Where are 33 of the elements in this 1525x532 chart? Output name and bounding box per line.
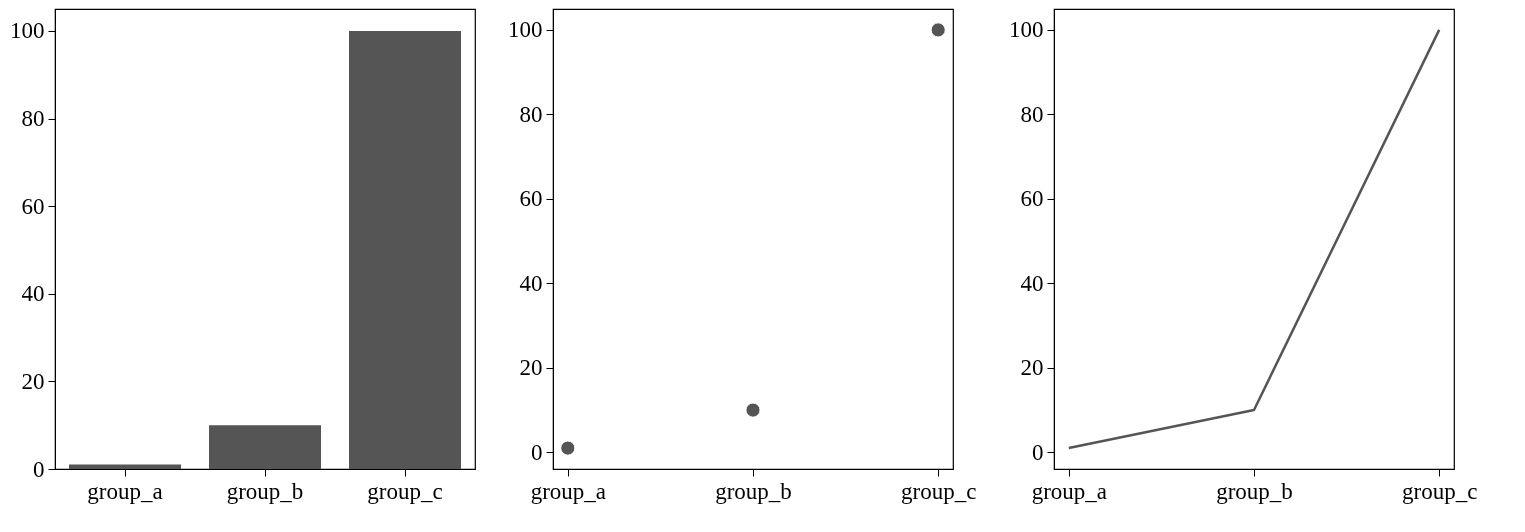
point	[745, 402, 761, 418]
y-tick-label: 20	[519, 355, 543, 381]
y-tick-label: 100	[10, 18, 45, 44]
y-tick-label: 0	[33, 456, 45, 482]
point	[930, 22, 946, 38]
x-tick-label: group_b	[715, 478, 792, 504]
y-tick-label: 80	[519, 101, 543, 127]
y-tick-label: 80	[1020, 101, 1044, 127]
y-tick-label: 60	[21, 193, 45, 219]
x-tick-label: group_a	[530, 478, 606, 504]
y-tick-label: 100	[508, 17, 543, 43]
bar	[209, 425, 321, 469]
y-tick-label: 20	[1020, 355, 1044, 381]
x-tick-label: group_c	[901, 478, 977, 504]
x-tick-label: group_b	[1216, 478, 1293, 504]
y-tick-label: 40	[21, 281, 45, 307]
x-tick-label: group_b	[226, 478, 304, 504]
x-tick-label: group_a	[1031, 478, 1107, 504]
y-tick-label: 60	[1020, 186, 1044, 212]
y-tick-label: 60	[519, 186, 543, 212]
bar	[349, 30, 461, 469]
y-tick-label: 80	[21, 106, 45, 132]
y-tick-label: 40	[1020, 270, 1044, 296]
point	[560, 440, 576, 456]
y-tick-label: 100	[1009, 17, 1044, 43]
x-tick-label: group_a	[87, 478, 163, 504]
x-tick-label: group_c	[1402, 478, 1478, 504]
y-tick-label: 0	[1032, 439, 1044, 465]
bar	[69, 464, 181, 469]
x-tick-label: group_c	[367, 478, 443, 504]
y-tick-label: 0	[531, 439, 543, 465]
y-tick-label: 40	[519, 270, 543, 296]
y-tick-label: 20	[21, 368, 45, 394]
